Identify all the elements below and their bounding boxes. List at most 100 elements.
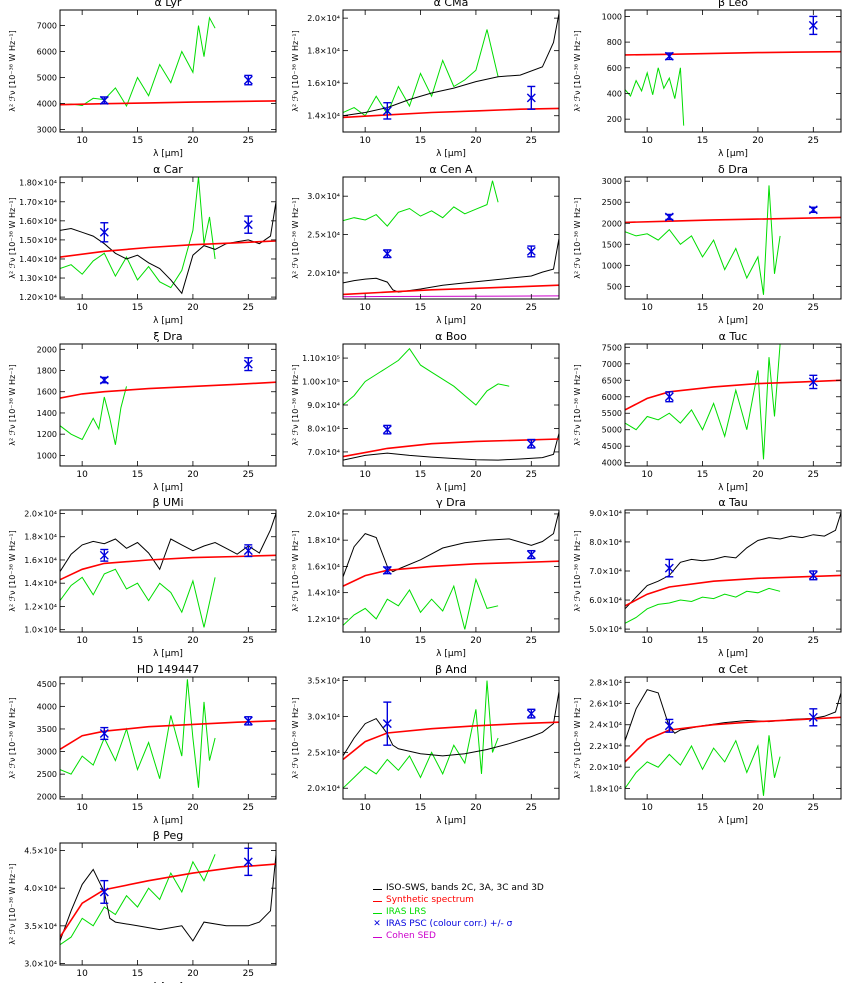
- y-tick-label: 2500: [602, 198, 622, 207]
- y-tick-label: 600: [607, 64, 622, 73]
- series-synthetic: [60, 554, 276, 581]
- y-tick-label: 7000: [602, 360, 622, 369]
- series-lrs: [343, 680, 499, 789]
- x-tick-label: 20: [752, 470, 764, 480]
- x-tick-label: 25: [243, 803, 254, 813]
- psc-point: [808, 15, 818, 36]
- psc-point: [243, 847, 253, 877]
- x-tick-label: 15: [415, 470, 426, 480]
- y-tick-label: 5000: [602, 426, 622, 435]
- axis-frame: [342, 509, 560, 633]
- panel-alpha-cen-a: α Cen A 10 15 20 25 2.0×10⁴ 2.5×10⁴ 3.0×10⁴ λ [μ…: [291, 163, 560, 326]
- series-sws: [60, 201, 276, 295]
- series-lrs: [625, 587, 781, 624]
- psc-point: [243, 357, 253, 372]
- series-sws: [625, 512, 841, 610]
- series-lrs: [60, 16, 216, 108]
- y-tick-label: 4.5×10⁴: [24, 847, 57, 856]
- y-tick-label: 3.5×10⁴: [307, 677, 340, 686]
- y-tick-label: 1.4×10⁴: [307, 589, 340, 598]
- x-tick-label: 10: [359, 803, 371, 813]
- series-sws: [60, 854, 276, 942]
- series-synthetic: [343, 107, 559, 119]
- series-sws: [343, 13, 559, 117]
- psc-point: [664, 51, 674, 61]
- y-tick-label: 2.0×10⁴: [307, 269, 340, 278]
- y-tick-label: 500: [607, 282, 622, 291]
- series-lrs: [343, 577, 499, 630]
- y-tick-label: 1000: [602, 261, 622, 270]
- series-sws: [625, 689, 841, 741]
- line-marker-icon: [368, 883, 386, 893]
- series-synthetic: [343, 721, 559, 761]
- y-tick-label: 3500: [37, 725, 57, 734]
- y-tick-label: 4.0×10⁴: [24, 884, 57, 893]
- psc-point: [243, 716, 253, 726]
- y-tick-label: 1.8×10⁴: [307, 47, 340, 56]
- x-tick-label: 25: [526, 136, 537, 146]
- axis-frame: [59, 509, 277, 633]
- series-synthetic: [625, 216, 841, 224]
- series-synthetic: [343, 438, 559, 458]
- x-tick-label: 10: [641, 136, 653, 146]
- y-tick-label: 2500: [37, 770, 57, 779]
- y-tick-label: 2000: [37, 793, 57, 802]
- legend-label: IRAS PSC (colour corr.) +/- σ: [386, 919, 513, 929]
- psc-point: [808, 708, 818, 727]
- y-tick-label: 2.0×10⁴: [24, 509, 57, 518]
- x-tick-label: 25: [243, 470, 254, 480]
- y-tick-label: 1.10×10⁵: [302, 354, 340, 363]
- x-axis-label: λ [μm]: [153, 149, 183, 159]
- x-tick-label: 15: [697, 470, 708, 480]
- panel-title: γ Dra: [436, 496, 466, 509]
- x-axis-label: λ [μm]: [718, 816, 748, 826]
- y-tick-label: 2000: [37, 345, 57, 354]
- y-tick-label: 1.40×10⁴: [19, 255, 57, 264]
- series-cohen: [343, 295, 559, 298]
- psc-point: [99, 222, 109, 243]
- series-lrs: [343, 29, 499, 117]
- psc-point: [382, 102, 392, 120]
- series-lrs: [60, 679, 216, 788]
- x-axis-label: λ [μm]: [436, 483, 466, 493]
- axis-frame: [624, 9, 842, 133]
- y-axis-label: λ² ℱν [10⁻³⁸ W Hz⁻¹]: [573, 30, 582, 111]
- cross-marker-icon: ✕: [373, 919, 381, 929]
- axis-frame: [342, 343, 560, 467]
- psc-point: [664, 718, 674, 733]
- x-tick-label: 15: [697, 803, 708, 813]
- y-tick-label: 2.0×10⁴: [307, 510, 340, 519]
- x-axis-label: λ [μm]: [153, 316, 183, 326]
- y-tick-label: 1.8×10⁴: [589, 784, 622, 793]
- series-lrs: [60, 177, 216, 289]
- panel-title: α Car: [153, 163, 183, 176]
- panel-beta-leo: β Leo 10 15 20 25 200 400 600 800 1000 λ [μm] λ² ℱν…: [573, 0, 842, 159]
- x-tick-label: 25: [526, 470, 537, 480]
- y-tick-label: 1.2×10⁴: [307, 615, 340, 624]
- legend-entry-synthetic: Synthetic spectrum: [368, 894, 628, 906]
- panel-title: ξ Dra: [153, 330, 182, 343]
- y-tick-label: 4500: [602, 442, 622, 451]
- series-synthetic: [60, 863, 276, 938]
- y-tick-label: 1.4×10⁴: [307, 112, 340, 121]
- panel-alpha-car: α Car 10 15 20 25 1.20×10⁴ 1.30×10⁴ 1.40×10⁴ 1.5…: [8, 163, 277, 326]
- x-tick-label: 25: [808, 803, 819, 813]
- series-synthetic: [60, 381, 276, 399]
- panel-alpha-tau: α Tau 10 15 20 25 5.0×10⁴ 6.0×10⁴ 7.0×10⁴ 8.0×10…: [573, 496, 842, 659]
- x-tick-label: 20: [752, 303, 764, 313]
- y-tick-label: 1800: [37, 367, 57, 376]
- series-lrs: [625, 344, 781, 460]
- y-axis-label: λ² ℱν [10⁻³⁸ W Hz⁻¹]: [573, 364, 582, 445]
- psc-point: [99, 95, 109, 105]
- x-tick-label: 15: [415, 803, 426, 813]
- series-lrs: [625, 735, 781, 796]
- x-tick-label: 10: [359, 470, 371, 480]
- y-tick-label: 5.0×10⁴: [589, 625, 622, 634]
- y-tick-label: 1.6×10⁴: [307, 562, 340, 571]
- y-tick-label: 1.8×10⁴: [24, 533, 57, 542]
- psc-point: [99, 726, 109, 741]
- x-tick-label: 20: [470, 303, 482, 313]
- axis-frame: [342, 176, 560, 300]
- panel-title: HD 149447: [137, 663, 199, 676]
- panel-title: β UMi: [152, 496, 183, 509]
